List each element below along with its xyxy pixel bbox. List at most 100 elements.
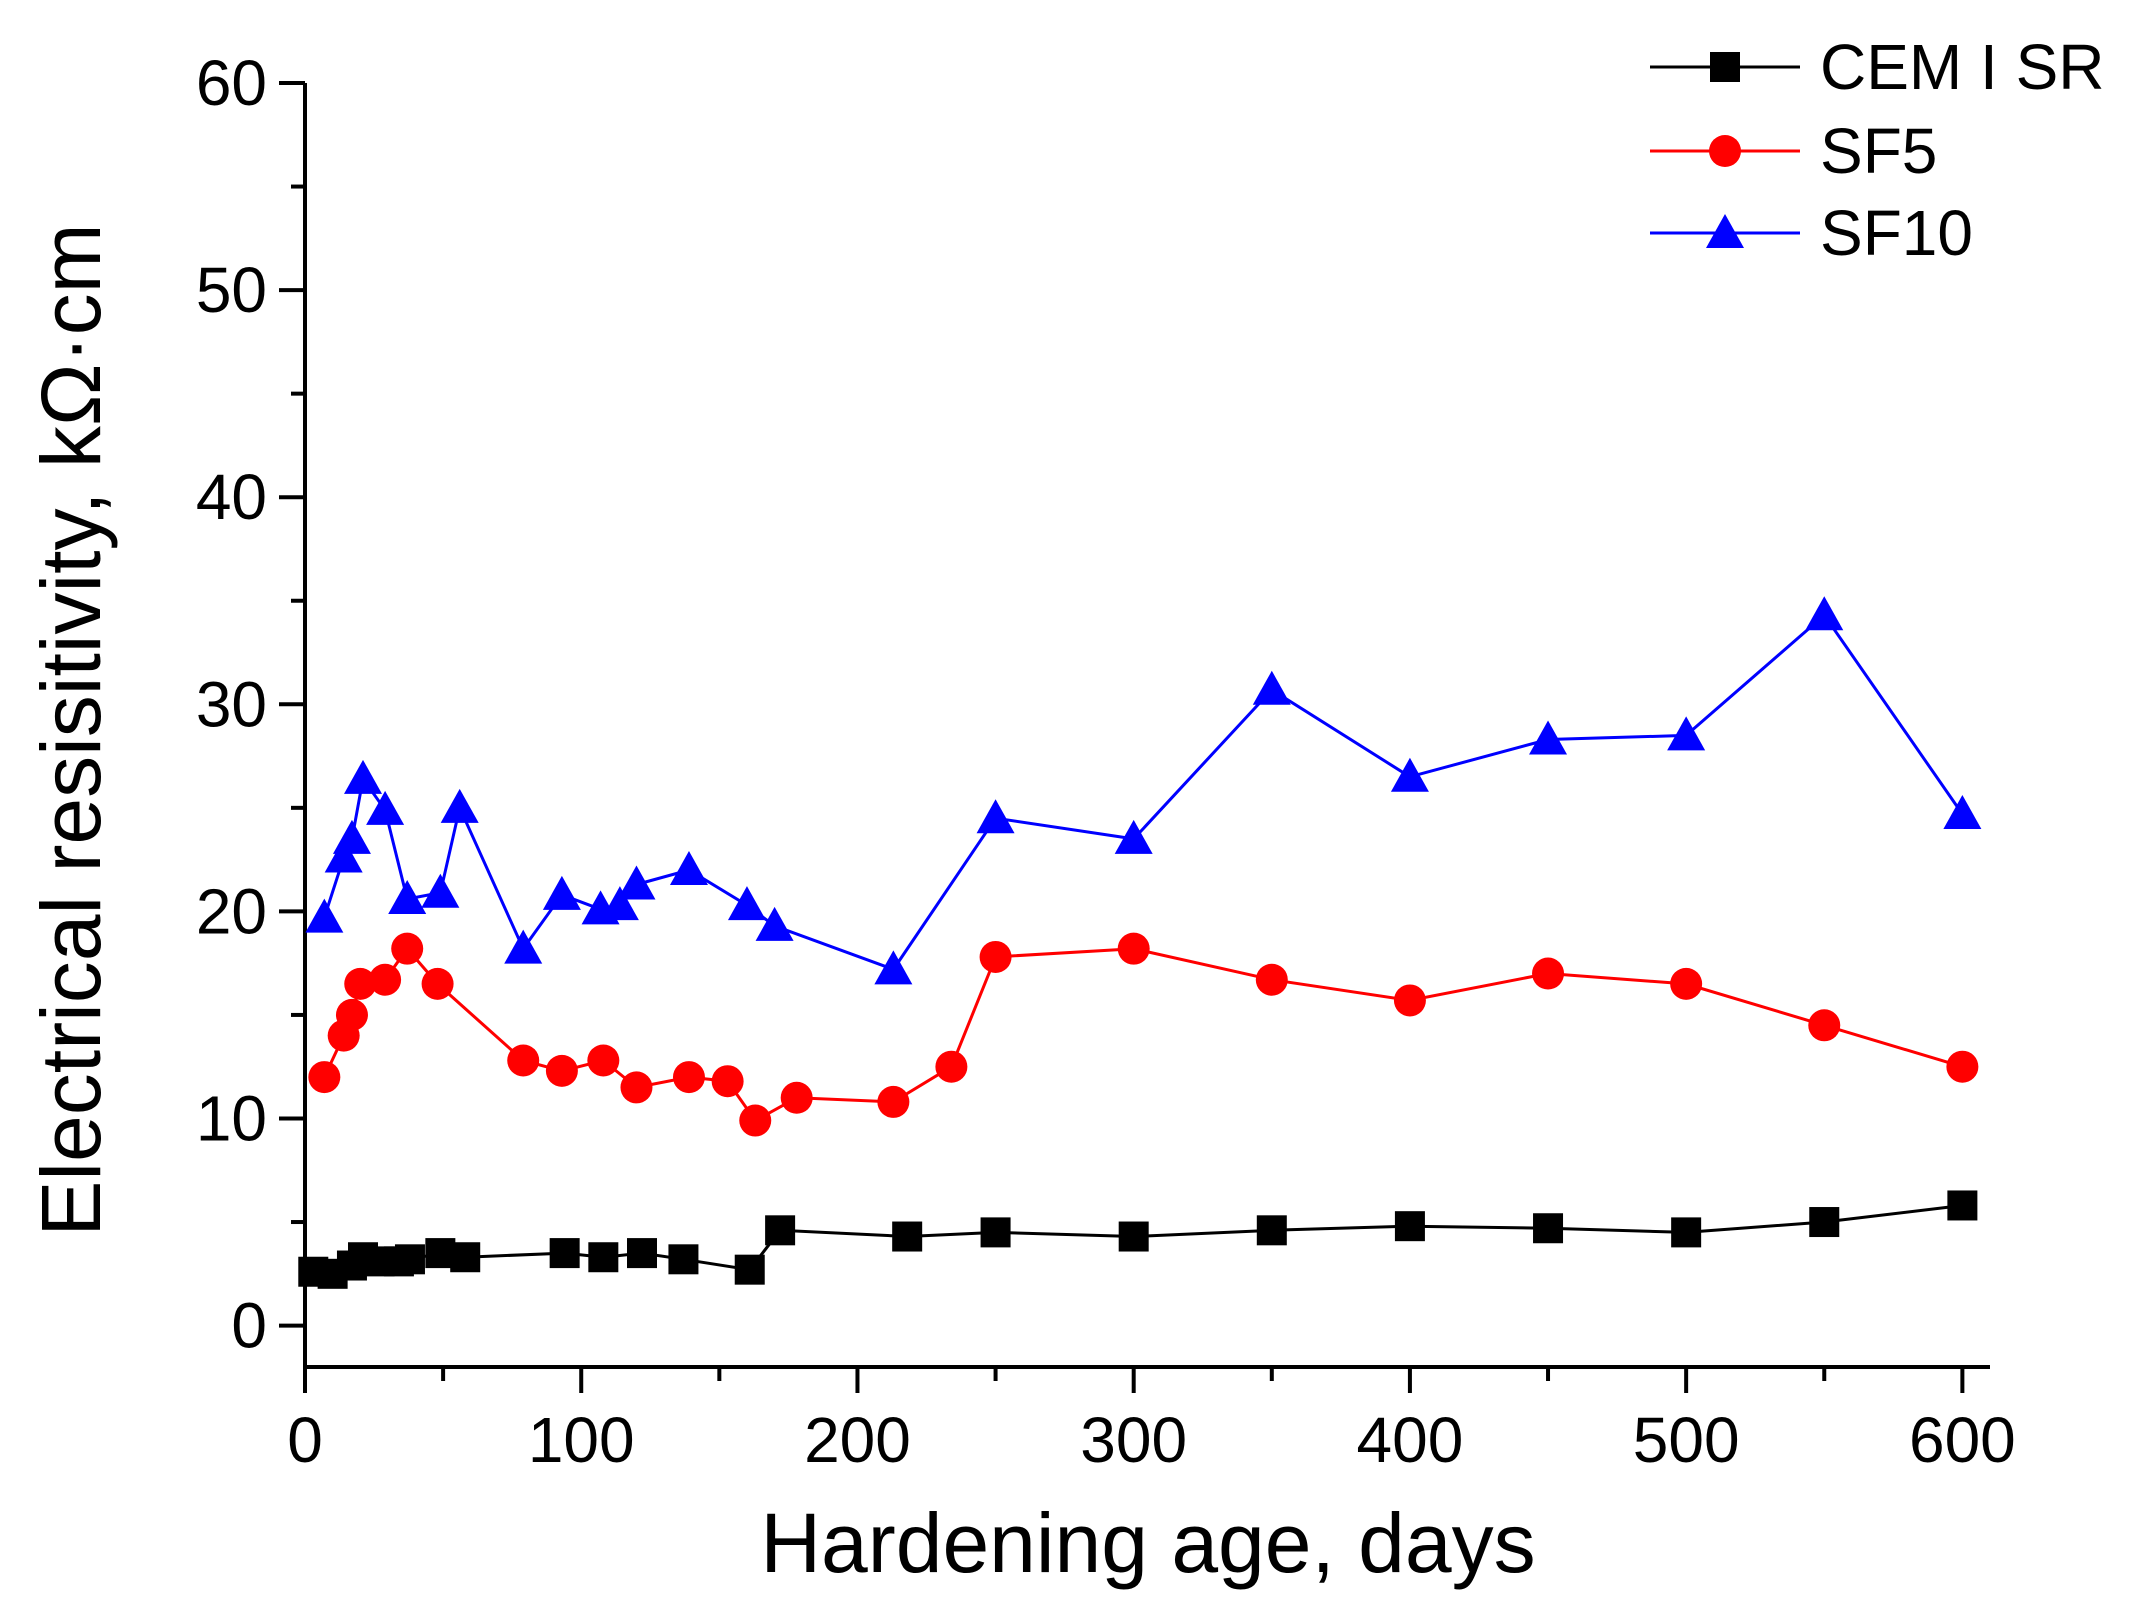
data-point-sf5	[391, 932, 424, 965]
data-point-sf5	[739, 1104, 772, 1137]
y-tick-label: 60	[196, 47, 267, 119]
data-point-sf5	[545, 1054, 578, 1087]
data-point-cem-i-sr	[1394, 1211, 1425, 1242]
data-point-cem-i-sr	[1118, 1221, 1149, 1252]
legend-label: CEM I SR	[1820, 31, 2104, 103]
data-point-sf10	[976, 799, 1015, 834]
data-point-cem-i-sr	[892, 1221, 923, 1252]
series-cem-i-sr	[298, 1190, 1978, 1289]
data-point-sf10	[542, 875, 581, 910]
data-point-sf10	[440, 788, 479, 823]
x-tick-label: 500	[1633, 1404, 1740, 1476]
data-point-cem-i-sr	[588, 1242, 619, 1273]
data-point-cem-i-sr	[980, 1217, 1011, 1248]
x-tick-label: 400	[1357, 1404, 1464, 1476]
data-point-cem-i-sr	[668, 1244, 699, 1275]
data-point-sf5	[780, 1081, 813, 1114]
data-point-sf10	[755, 906, 794, 941]
data-point-sf5	[620, 1071, 653, 1104]
data-point-sf10	[727, 886, 766, 921]
data-point-sf5	[507, 1044, 540, 1077]
legend-label: SF10	[1820, 197, 1973, 269]
ticks: 0 100 200 300 400 500 600 0 10 20 30 40 50 60	[196, 47, 2016, 1476]
x-tick-label: 200	[804, 1404, 911, 1476]
data-point-sf10	[332, 819, 371, 854]
data-point-sf5	[1117, 932, 1150, 965]
axes	[303, 83, 1990, 1369]
data-point-sf5	[344, 967, 377, 1000]
data-point-cem-i-sr	[1671, 1217, 1702, 1248]
y-tick-label: 20	[196, 875, 267, 947]
series-sf5	[308, 932, 1979, 1137]
x-tick-label: 300	[1080, 1404, 1187, 1476]
data-point-sf10	[617, 865, 656, 900]
data-point-cem-i-sr	[1809, 1207, 1840, 1238]
x-axis-title: Hardening age, days	[760, 1496, 1535, 1590]
data-point-cem-i-sr	[549, 1238, 580, 1269]
data-point-sf5	[1946, 1050, 1979, 1083]
data-point-cem-i-sr	[627, 1238, 657, 1269]
data-point-sf10	[366, 790, 405, 825]
data-point-sf5	[711, 1065, 744, 1098]
data-point-sf10	[324, 838, 363, 873]
data-point-sf5	[308, 1061, 341, 1094]
data-point-cem-i-sr	[734, 1254, 765, 1285]
y-tick-label: 0	[231, 1290, 267, 1362]
data-point-cem-i-sr	[394, 1244, 425, 1275]
data-point-sf10	[874, 950, 913, 985]
data-point-sf5	[935, 1050, 968, 1083]
legend-item-cem-i-sr: CEM I SR	[1650, 31, 2104, 103]
data-point-sf10	[1252, 670, 1291, 705]
data-point-sf5	[369, 963, 402, 996]
data-point-cem-i-sr	[1256, 1215, 1287, 1246]
data-point-sf10	[1805, 596, 1844, 631]
data-point-sf10	[600, 886, 639, 921]
data-point-sf10	[421, 873, 460, 908]
legend: CEM I SR SF5 SF10	[1650, 31, 2104, 269]
x-tick-label: 100	[528, 1404, 635, 1476]
legend-label: SF5	[1820, 115, 1937, 187]
data-point-sf10	[669, 850, 708, 885]
y-tick-label: 40	[196, 461, 267, 533]
series-sf10	[305, 596, 1982, 985]
data-point-sf10	[344, 759, 383, 794]
data-point-sf5	[1532, 957, 1565, 990]
series-line-sf5	[322, 946, 1963, 1123]
data-point-sf10	[504, 929, 543, 964]
data-point-sf5	[335, 998, 368, 1031]
series-layer	[298, 596, 1982, 1289]
data-point-cem-i-sr	[765, 1215, 796, 1246]
y-tick-label: 10	[196, 1082, 267, 1154]
legend-marker	[1709, 135, 1741, 167]
legend-item-sf5: SF5	[1650, 115, 1937, 187]
data-point-sf5	[672, 1061, 705, 1094]
data-point-sf10	[388, 879, 427, 914]
data-point-sf5	[1255, 963, 1288, 996]
data-point-sf10	[1114, 819, 1153, 854]
y-tick-label: 50	[196, 254, 267, 326]
y-axis-title: Electrical resisitivity, kΩ·cm	[24, 223, 118, 1236]
data-point-sf10	[1667, 716, 1706, 751]
data-point-sf10	[305, 898, 344, 933]
data-point-sf5	[1393, 984, 1426, 1017]
data-point-sf5	[979, 940, 1012, 973]
y-tick-label: 30	[196, 668, 267, 740]
series-line-sf10	[322, 612, 1964, 972]
data-point-sf10	[1943, 795, 1982, 830]
data-point-cem-i-sr	[1533, 1213, 1564, 1244]
x-tick-label: 0	[287, 1404, 323, 1476]
data-point-sf5	[1670, 967, 1703, 1000]
data-point-sf10	[1529, 720, 1568, 755]
data-point-sf5	[877, 1085, 910, 1118]
legend-marker	[1710, 52, 1740, 82]
data-point-sf5	[421, 967, 454, 1000]
data-point-cem-i-sr	[1947, 1190, 1978, 1221]
x-tick-label: 600	[1909, 1404, 2016, 1476]
data-point-sf10	[1390, 757, 1429, 792]
legend-item-sf10: SF10	[1650, 197, 1973, 269]
legend-marker	[1706, 214, 1744, 248]
data-point-sf5	[1808, 1009, 1841, 1042]
data-point-cem-i-sr	[450, 1242, 481, 1273]
